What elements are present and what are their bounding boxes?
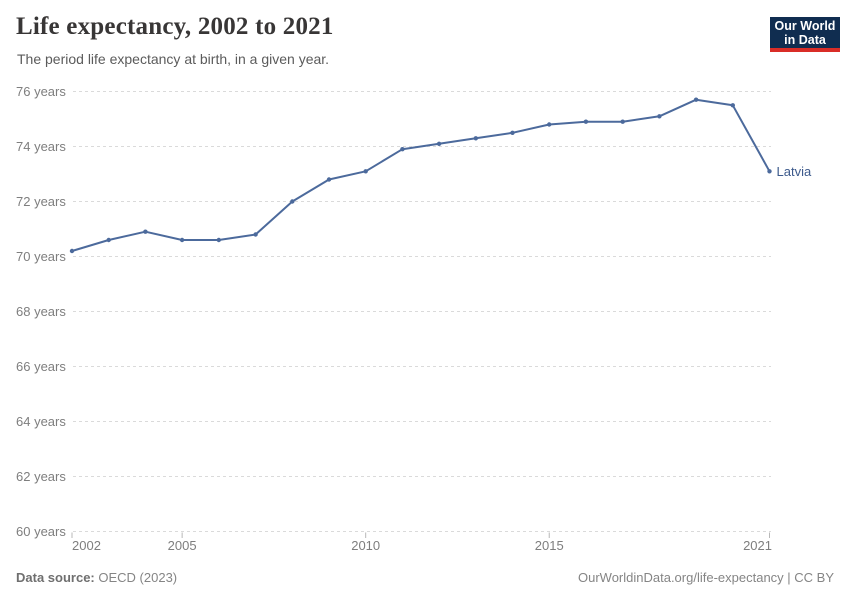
owid-logo-line1: Our World <box>774 19 836 33</box>
attribution-link[interactable]: OurWorldinData.org/life-expectancy | CC … <box>577 570 834 585</box>
y-axis-tick-label: 60 years <box>16 524 66 539</box>
x-axis-tick-label: 2015 <box>535 538 564 553</box>
data-point-marker <box>583 119 589 124</box>
x-axis-tick-label: 2005 <box>168 538 197 553</box>
owid-logo[interactable]: Our World in Data <box>770 17 840 52</box>
data-source: Data source: OECD (2023) <box>16 570 177 587</box>
owid-logo-line2: in Data <box>784 33 826 47</box>
x-axis-tick-label: 2021 <box>743 538 772 553</box>
data-point-marker <box>253 232 258 237</box>
y-axis-tick-label: 62 years <box>16 469 66 484</box>
y-axis-tick-label: 70 years <box>16 249 66 264</box>
y-axis-tick-label: 76 years <box>16 84 66 99</box>
y-axis-tick-label: 66 years <box>16 359 66 374</box>
data-point-marker <box>473 136 478 141</box>
data-point-marker <box>436 141 442 146</box>
data-point-marker <box>767 169 772 174</box>
data-point-marker <box>69 248 75 254</box>
data-point-marker <box>400 147 405 152</box>
series-line-latvia[interactable] <box>71 98 771 252</box>
data-point-marker <box>179 237 185 243</box>
x-axis-tick-label: 2002 <box>72 538 101 553</box>
data-point-marker <box>290 199 295 204</box>
chart-subtitle: The period life expectancy at birth, in … <box>17 51 330 67</box>
data-point-marker <box>106 237 111 243</box>
y-axis-tick-label: 68 years <box>16 304 66 319</box>
data-source-label: Data source: <box>16 570 95 585</box>
data-point-marker <box>620 119 625 124</box>
data-point-marker <box>657 114 662 119</box>
data-point-marker <box>363 169 368 174</box>
x-axis-tick-label: 2010 <box>351 538 380 553</box>
data-point-marker <box>216 237 221 243</box>
y-axis-tick-label: 74 years <box>16 139 66 154</box>
y-axis-tick-label: 72 years <box>16 194 66 209</box>
data-point-marker <box>143 229 148 234</box>
series-end-label[interactable]: Latvia <box>777 164 812 179</box>
data-source-value: OECD (2023) <box>98 570 178 585</box>
data-point-marker <box>547 122 552 127</box>
chart-footer: Data source: OECD (2023) OurWorldinData.… <box>0 570 850 587</box>
data-point-marker <box>326 177 332 182</box>
chart-title: Life expectancy, 2002 to 2021 <box>16 13 334 40</box>
data-point-marker <box>730 103 735 108</box>
data-point-marker <box>693 97 699 102</box>
data-point-marker <box>510 130 515 135</box>
y-axis-tick-label: 64 years <box>16 414 66 429</box>
